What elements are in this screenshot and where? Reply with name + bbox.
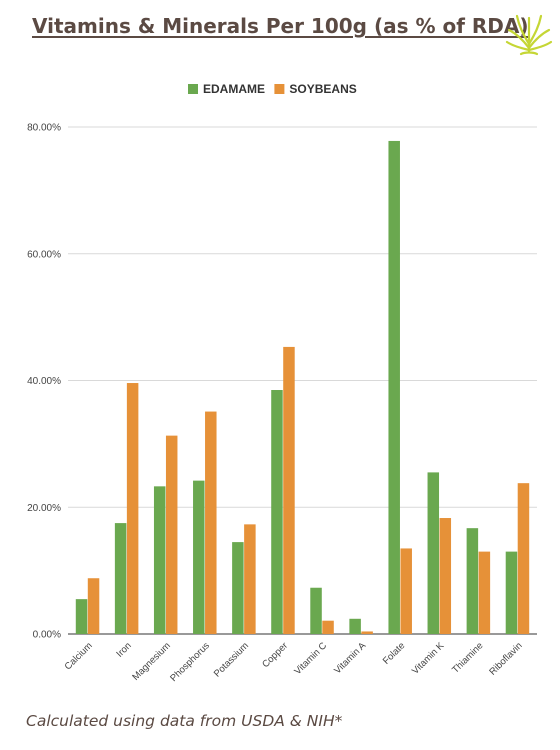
y-tick-label: 60.00% — [27, 249, 61, 260]
bar-soybeans-phosphorus — [205, 411, 217, 634]
y-tick-label: 0.00% — [33, 630, 61, 641]
bar-edamame-riboflavin — [505, 551, 518, 634]
bar-soybeans-calcium — [87, 578, 100, 634]
bar-edamame-potassium — [232, 542, 244, 634]
bar-soybeans-vitamin-k — [439, 518, 452, 634]
bar-edamame-thiamine — [466, 528, 479, 634]
x-tick-label: Magnesium — [130, 640, 173, 683]
x-tick-label: Iron — [114, 640, 133, 659]
source-note: Calculated using data from USDA & NIH* — [26, 712, 343, 730]
legend-label-soybeans: SOYBEANS — [289, 82, 356, 96]
bar-edamame-iron — [114, 523, 127, 634]
y-tick-label: 80.00% — [27, 123, 61, 134]
bar-edamame-vitamin-a — [349, 618, 361, 634]
bar-edamame-folate — [388, 140, 400, 634]
x-tick-label: Potassium — [212, 640, 251, 679]
bar-edamame-magnesium — [153, 486, 166, 634]
y-tick-label: 40.00% — [27, 376, 61, 387]
bar-soybeans-vitamin-c — [322, 620, 334, 634]
bar-chart: 0.00% 20.00% 40.00% 60.00% 80.00% Calcium Iron… — [27, 82, 537, 684]
bar-soybeans-thiamine — [478, 551, 491, 634]
x-tick-label: Riboflavin — [487, 640, 524, 677]
bar-edamame-vitamin-k — [427, 472, 440, 634]
bar-soybeans-iron — [126, 383, 139, 634]
bar-soybeans-folate — [400, 548, 412, 634]
bar-edamame-calcium — [75, 599, 88, 634]
x-tick-label: Thiamine — [450, 640, 485, 675]
x-tick-label: Copper — [260, 640, 290, 670]
bar-soybeans-copper — [283, 346, 295, 634]
bar-edamame-phosphorus — [193, 480, 205, 634]
x-tick-label: Folate — [381, 640, 407, 666]
bar-edamame-vitamin-c — [310, 587, 322, 634]
x-tick-label: Vitamin K — [410, 640, 447, 677]
x-tick-label: Phosphorus — [168, 640, 212, 684]
bar-soybeans-riboflavin — [517, 483, 530, 634]
x-tick-label: Vitamin A — [332, 640, 369, 677]
bar-edamame-copper — [271, 390, 283, 634]
legend-label-edamame: EDAMAME — [203, 82, 265, 96]
x-tick-label: Calcium — [63, 640, 95, 672]
x-tick-label: Vitamin C — [292, 640, 329, 677]
legend-swatch-soybeans — [274, 84, 285, 94]
legend-swatch-edamame — [188, 84, 198, 94]
chart-title: Vitamins & Minerals Per 100g (as % of RD… — [32, 14, 529, 38]
bar-soybeans-magnesium — [165, 435, 178, 634]
bar-soybeans-potassium — [244, 524, 256, 634]
leaf-sprout-icon — [505, 14, 553, 56]
bar-soybeans-vitamin-a — [361, 631, 373, 634]
y-tick-label: 20.00% — [27, 503, 61, 514]
